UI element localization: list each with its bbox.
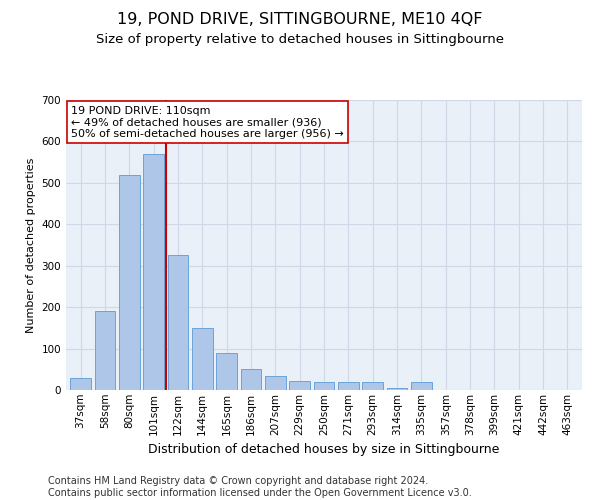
Bar (314, 382, 334, 390)
Bar (338, 382, 359, 390)
Bar (386, 388, 407, 390)
Text: 19 POND DRIVE: 110sqm
← 49% of detached houses are smaller (936)
50% of semi-det: 19 POND DRIVE: 110sqm ← 49% of detached … (71, 106, 344, 139)
Text: 19, POND DRIVE, SITTINGBOURNE, ME10 4QF: 19, POND DRIVE, SITTINGBOURNE, ME10 4QF (117, 12, 483, 28)
Bar (289, 381, 310, 390)
Text: Size of property relative to detached houses in Sittingbourne: Size of property relative to detached ho… (96, 32, 504, 46)
Y-axis label: Number of detached properties: Number of detached properties (26, 158, 36, 332)
Bar (265, 376, 286, 390)
X-axis label: Distribution of detached houses by size in Sittingbourne: Distribution of detached houses by size … (148, 443, 500, 456)
Bar (119, 174, 140, 390)
Bar (192, 328, 212, 390)
Bar (411, 382, 432, 390)
Bar (143, 154, 164, 390)
Bar (70, 378, 91, 390)
Bar (216, 352, 237, 390)
Bar (241, 370, 262, 390)
Text: Contains HM Land Registry data © Crown copyright and database right 2024.
Contai: Contains HM Land Registry data © Crown c… (48, 476, 472, 498)
Bar (362, 382, 383, 390)
Bar (167, 256, 188, 390)
Bar (95, 312, 115, 390)
